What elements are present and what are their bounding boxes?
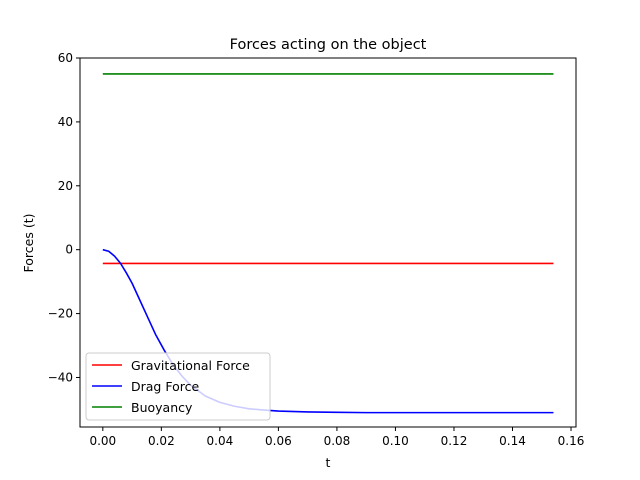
y-tick-label: 40 xyxy=(58,115,73,129)
chart-title: Forces acting on the object xyxy=(230,37,427,53)
x-tick-label: 0.16 xyxy=(558,434,585,448)
x-tick-label: 0.00 xyxy=(89,434,116,448)
x-tick-label: 0.04 xyxy=(207,434,234,448)
y-tick-label: −40 xyxy=(48,370,73,384)
y-tick-label: −20 xyxy=(48,307,73,321)
x-tick-label: 0.06 xyxy=(265,434,292,448)
y-axis: −40 −20 0 20 40 60 xyxy=(48,51,80,384)
x-axis: 0.00 0.02 0.04 0.06 0.08 0.10 0.12 0.14 0.16 xyxy=(89,427,584,448)
legend-entry-buoyancy: Buoyancy xyxy=(131,400,193,415)
y-tick-label: 20 xyxy=(58,179,73,193)
x-tick-label: 0.08 xyxy=(324,434,351,448)
x-tick-label: 0.10 xyxy=(382,434,409,448)
legend-entry-drag-force: Drag Force xyxy=(131,379,199,394)
plot-frame xyxy=(79,57,577,428)
legend-box xyxy=(85,352,271,421)
x-tick-label: 0.12 xyxy=(441,434,468,448)
legend: Gravitational Force Drag Force Buoyancy xyxy=(85,352,271,421)
legend-entry-gravitational-force: Gravitational Force xyxy=(131,358,250,373)
y-tick-label: 0 xyxy=(65,243,73,257)
x-tick-label: 0.14 xyxy=(499,434,526,448)
y-axis-label: Forces (t) xyxy=(21,214,36,273)
x-tick-label: 0.02 xyxy=(148,434,175,448)
y-tick-label: 60 xyxy=(58,51,73,65)
x-axis-label: t xyxy=(326,455,331,470)
